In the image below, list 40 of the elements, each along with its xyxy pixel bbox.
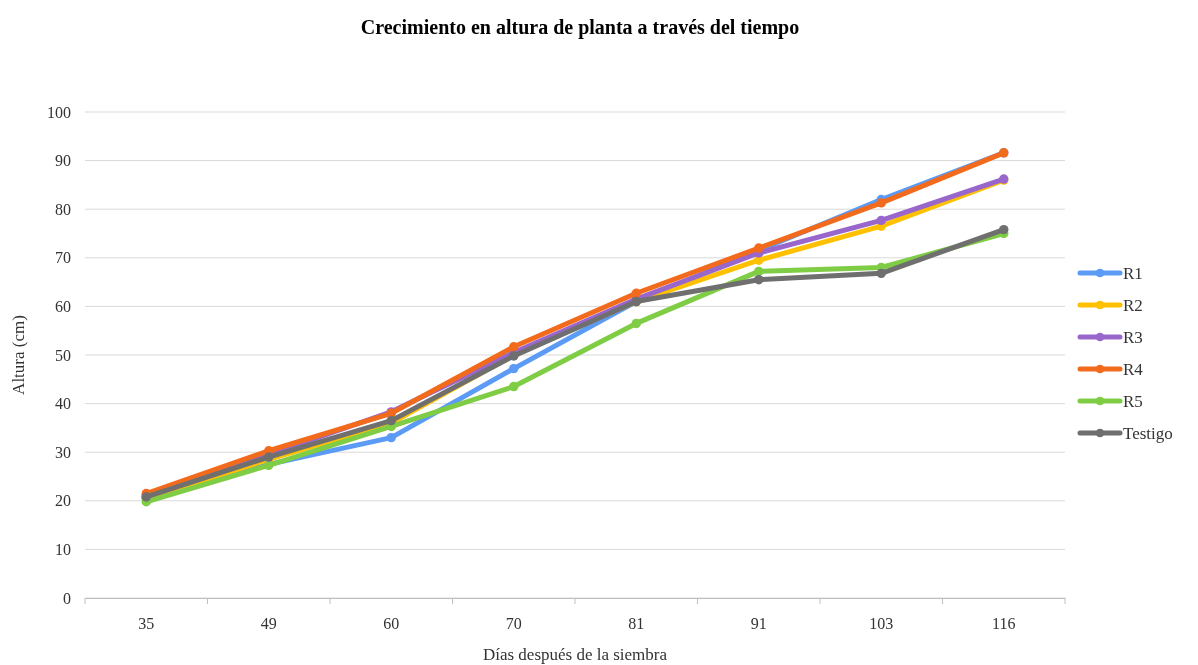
y-tick-label: 100 [47, 103, 71, 121]
chart-title: Crecimiento en altura de planta a través del tiempo [360, 16, 800, 39]
x-tick-label: 70 [505, 615, 522, 633]
point [631, 288, 641, 298]
x-tick-label: 91 [750, 615, 767, 633]
point [509, 342, 519, 352]
legend-label: R2 [1123, 296, 1143, 315]
x-tick-label: 60 [383, 615, 400, 633]
point [386, 432, 396, 443]
x-tick-label: 35 [138, 615, 155, 633]
legend-label: R3 [1123, 328, 1143, 347]
y-tick-label: 0 [63, 589, 71, 607]
point [876, 198, 886, 208]
y-tick-label: 90 [55, 152, 71, 170]
x-tick-label: 81 [628, 615, 645, 633]
point [876, 215, 886, 226]
y-tick-label: 80 [55, 200, 71, 218]
y-tick-label: 40 [55, 395, 71, 413]
point [754, 274, 764, 285]
x-tick-label: 49 [260, 615, 277, 633]
y-tick-label: 10 [55, 541, 71, 559]
point [631, 318, 641, 329]
legend-label: Testigo [1123, 424, 1173, 443]
y-tick-label: 30 [55, 443, 71, 461]
point [509, 381, 519, 392]
y-tick-label: 70 [55, 249, 71, 267]
point [999, 224, 1009, 235]
point [876, 268, 886, 279]
y-axis-title: Altura (cm) [9, 315, 28, 395]
x-tick-label: 103 [869, 615, 894, 633]
y-tick-label: 50 [55, 346, 71, 364]
point [754, 266, 764, 277]
y-tick-label: 20 [55, 492, 71, 510]
legend-label: R4 [1123, 360, 1144, 379]
x-axis-title: Días después de la siembra [482, 645, 668, 664]
legend-label: R5 [1123, 392, 1143, 411]
legend-label: R1 [1123, 264, 1143, 283]
y-tick-label: 60 [55, 298, 71, 316]
point [509, 363, 519, 374]
x-tick-label: 116 [992, 615, 1016, 633]
